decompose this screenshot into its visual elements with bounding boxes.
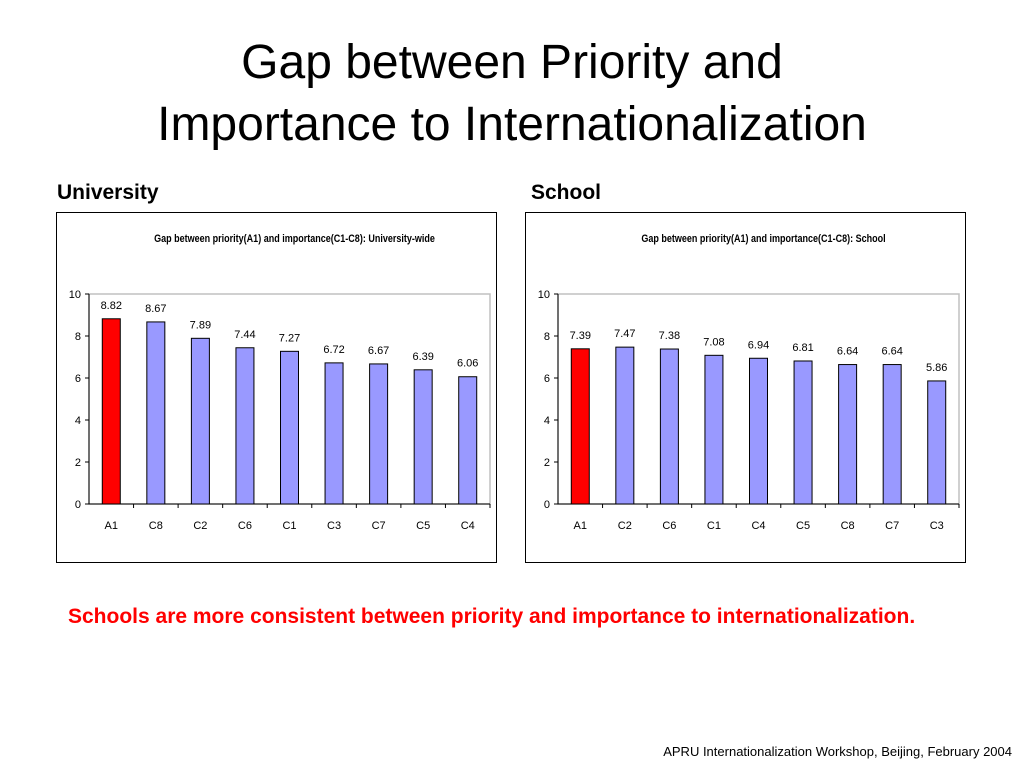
- university-category-label: C5: [416, 520, 430, 532]
- university-bar-c2: [190, 337, 210, 505]
- university-value-label: 7.27: [279, 332, 300, 344]
- school-category-label: C2: [618, 520, 632, 532]
- university-category-label: A1: [105, 520, 118, 532]
- school-value-label: 6.64: [881, 346, 902, 358]
- school-y-tick-label: 8: [544, 331, 550, 343]
- university-bar-c5: [413, 369, 433, 505]
- school-bar-c4: [749, 357, 768, 505]
- school-category-label: A1: [574, 520, 587, 532]
- school-value-label: 6.64: [837, 346, 858, 358]
- university-value-label: 6.72: [323, 344, 344, 356]
- conclusion-text: Schools are more consistent between prio…: [68, 605, 916, 628]
- school-category-label: C7: [885, 520, 899, 532]
- slide-title-line-2: Importance to Internationalization: [157, 98, 867, 151]
- university-value-label: 7.44: [234, 329, 255, 341]
- university-chart-svg: Gap between priority(A1) and importance(…: [69, 233, 491, 532]
- university-category-label: C6: [238, 520, 252, 532]
- school-bar-c8: [838, 364, 858, 505]
- school-bar-c3: [927, 380, 947, 505]
- university-chart-title: Gap between priority(A1) and importance(…: [154, 233, 435, 245]
- school-y-tick-label: 6: [544, 373, 550, 385]
- university-category-label: C4: [461, 520, 475, 532]
- school-value-label: 6.94: [748, 339, 769, 351]
- school-bar-c5: [793, 360, 813, 505]
- university-value-label: 8.67: [145, 303, 166, 315]
- school-category-label: C5: [796, 520, 810, 532]
- university-value-label: 6.39: [412, 351, 433, 363]
- school-y-tick-label: 2: [544, 457, 550, 469]
- university-y-tick-label: 6: [75, 373, 81, 385]
- school-value-label: 5.86: [926, 362, 947, 374]
- footer-text: APRU Internationalization Workshop, Beij…: [663, 744, 1012, 759]
- school-category-label: C6: [662, 520, 676, 532]
- university-value-label: 6.67: [368, 345, 389, 357]
- school-bar-a1: [570, 348, 590, 505]
- university-bar-c6: [235, 347, 255, 505]
- university-y-tick-label: 4: [75, 415, 81, 427]
- university-bar-c1: [280, 350, 299, 505]
- university-panel-label: University: [57, 181, 159, 204]
- university-y-tick-label: 8: [75, 331, 81, 343]
- school-category-label: C3: [930, 520, 944, 532]
- school-category-label: C1: [707, 520, 721, 532]
- university-category-label: C2: [193, 520, 207, 532]
- school-bar-c7: [882, 364, 902, 505]
- slide-title-line-1: Gap between Priority and: [241, 36, 783, 89]
- university-y-tick-label: 10: [69, 289, 81, 301]
- university-category-label: C1: [282, 520, 296, 532]
- school-value-label: 7.08: [703, 336, 724, 348]
- school-value-label: 7.47: [614, 328, 635, 340]
- school-value-label: 7.39: [570, 330, 591, 342]
- school-value-label: 6.81: [792, 342, 813, 354]
- university-category-label: C8: [149, 520, 163, 532]
- university-value-label: 8.82: [101, 300, 122, 312]
- school-category-label: C8: [841, 520, 855, 532]
- school-bar-c6: [659, 348, 679, 505]
- school-y-tick-label: 4: [544, 415, 550, 427]
- school-chart-svg: Gap between priority(A1) and importance(…: [538, 233, 960, 532]
- school-bar-c2: [615, 346, 635, 505]
- school-chart: Gap between priority(A1) and importance(…: [525, 212, 966, 563]
- school-bar-c1: [704, 354, 724, 505]
- university-bar-a1: [101, 318, 121, 505]
- university-value-label: 6.06: [457, 358, 478, 370]
- university-bar-c8: [146, 321, 166, 505]
- university-value-label: 7.89: [190, 319, 211, 331]
- school-value-label: 7.38: [659, 330, 680, 342]
- university-category-label: C7: [372, 520, 386, 532]
- school-y-tick-label: 10: [538, 289, 550, 301]
- university-bar-c7: [369, 363, 389, 505]
- university-y-tick-label: 0: [75, 499, 81, 511]
- university-category-label: C3: [327, 520, 341, 532]
- school-chart-title: Gap between priority(A1) and importance(…: [641, 233, 885, 245]
- university-chart: Gap between priority(A1) and importance(…: [56, 212, 497, 563]
- school-y-tick-label: 0: [544, 499, 550, 511]
- university-bar-c3: [324, 362, 344, 505]
- university-y-tick-label: 2: [75, 457, 81, 469]
- school-panel-label: School: [531, 181, 602, 204]
- school-category-label: C4: [751, 520, 765, 532]
- slide-title: Gap between Priority and Importance to I…: [0, 32, 1024, 156]
- university-bar-c4: [458, 376, 478, 505]
